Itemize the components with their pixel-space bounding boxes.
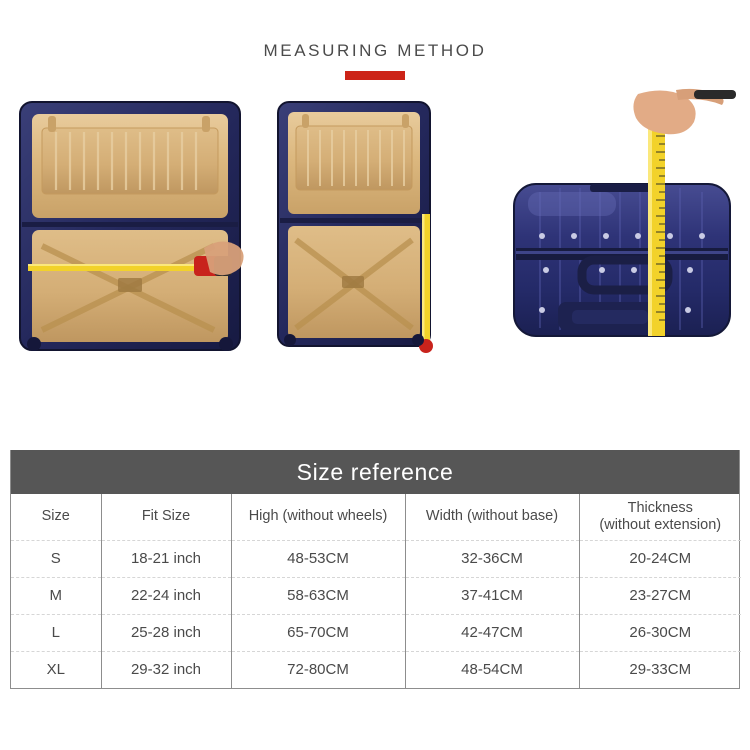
photo-open-suitcase-height-measure	[262, 88, 462, 360]
column-header-width: Width (without base)	[404, 494, 579, 541]
cell-size: XL	[46, 661, 65, 679]
table-row: M 22-24 inch 58-63CM 37-41CM 23-27CM	[11, 577, 741, 615]
cell-fit: 29-32 inch	[100, 651, 231, 688]
table-row: L 25-28 inch 65-70CM 42-47CM 26-30CM	[11, 614, 741, 652]
cell-fit: 22-24 inch	[100, 577, 231, 615]
cell-thickness: 23-27CM	[578, 577, 741, 615]
cell-size: L	[11, 614, 101, 652]
table-row: XL 29-32 inch 72-80CM 48-54CM 29-33CM	[11, 651, 741, 688]
cell-fit: 18-21 inch	[100, 540, 231, 578]
cell-fit: 25-28 inch	[100, 614, 231, 652]
cell-size: M	[11, 577, 101, 615]
cell-thickness: 29-33CM	[578, 651, 741, 688]
size-reference-banner: Size reference	[11, 450, 739, 494]
table-header-row: Size Fit Size High (without wheels) Widt…	[11, 494, 741, 541]
product-photo-strip	[0, 88, 750, 360]
title-underline-rule	[345, 71, 405, 80]
column-header-thickness-line2: (without extension)	[599, 516, 722, 533]
photo-open-suitcase-width-measure	[8, 88, 252, 360]
size-table: Size Fit Size High (without wheels) Widt…	[11, 494, 741, 688]
page-header: MEASURING METHOD	[0, 40, 750, 80]
column-header-high: High (without wheels)	[230, 494, 405, 541]
column-header-thickness: Thickness (without extension)	[578, 494, 741, 541]
column-header-fit-size: Fit Size	[100, 494, 231, 541]
cell-width: 32-36CM	[404, 540, 579, 578]
cell-thickness: 20-24CM	[578, 540, 741, 578]
page-title: MEASURING METHOD	[263, 41, 487, 60]
column-header-thickness-line1: Thickness	[627, 499, 693, 516]
cell-width: 37-41CM	[404, 577, 579, 615]
cell-thickness: 26-30CM	[578, 614, 741, 652]
column-header-size: Size	[11, 494, 101, 541]
cell-high: 65-70CM	[230, 614, 405, 652]
cell-high: 72-80CM	[230, 651, 405, 688]
cell-size: S	[11, 540, 101, 578]
size-reference-table: Size reference Size Fit Size High (witho…	[10, 450, 741, 689]
table-row: S 18-21 inch 48-53CM 32-36CM 20-24CM	[11, 540, 741, 578]
cell-width: 42-47CM	[404, 614, 579, 652]
cell-high: 58-63CM	[230, 577, 405, 615]
cell-high: 48-53CM	[230, 540, 405, 578]
photo-closed-suitcase-thickness-measure	[498, 88, 746, 360]
cell-width: 48-54CM	[404, 651, 579, 688]
